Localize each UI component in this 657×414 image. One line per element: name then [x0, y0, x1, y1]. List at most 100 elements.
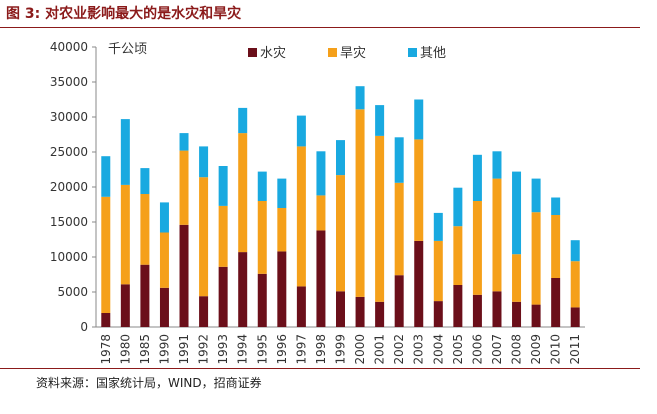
bar-segment [570, 261, 580, 308]
bar-segment [179, 224, 189, 327]
x-tick-label: 1993 [216, 334, 230, 365]
x-tick-label: 2011 [568, 334, 582, 365]
y-tick-label: 10000 [50, 250, 88, 264]
bar-segment [394, 182, 404, 276]
bar-segment [199, 177, 209, 297]
bar-segment [159, 287, 169, 327]
bar-segment [433, 301, 443, 327]
bar-segment [120, 284, 130, 327]
bar-segment [355, 109, 365, 297]
bar-segment [394, 275, 404, 327]
x-tick-label: 1998 [314, 334, 328, 365]
bar-segment [512, 301, 522, 327]
bar-segment [277, 178, 287, 208]
x-tick-label: 2000 [353, 334, 367, 365]
x-tick-label: 1997 [294, 334, 308, 365]
x-tick-label: 1995 [255, 334, 269, 365]
legend-swatch [248, 48, 257, 57]
x-tick-label: 2003 [412, 334, 426, 365]
bar-segment [199, 296, 209, 327]
bar-segment [492, 291, 502, 327]
x-tick-label: 1999 [334, 334, 348, 365]
bar-segment [453, 285, 463, 327]
x-tick-label: 1994 [236, 334, 250, 365]
bar-segment [551, 197, 561, 215]
bar-segment [336, 175, 345, 292]
bar-segment [120, 119, 130, 185]
legend-label: 其他 [420, 46, 446, 61]
source-divider [0, 368, 640, 369]
bar-segment [551, 278, 561, 327]
bar-segment [336, 291, 345, 327]
x-tick-label: 1978 [99, 334, 113, 365]
bar-segment [199, 146, 209, 178]
bar-segment [101, 196, 111, 313]
bar-segment [218, 166, 228, 206]
legend-label: 旱灾 [340, 45, 366, 61]
y-tick-label: 5000 [57, 285, 88, 299]
bar-segment [472, 154, 482, 201]
bar-segment [414, 139, 424, 241]
bar-segment [375, 105, 385, 136]
y-tick-label: 35000 [50, 75, 88, 89]
bar-segment [179, 150, 189, 225]
title-divider [0, 27, 640, 28]
bar-segment [472, 201, 482, 295]
legend-label: 水灾 [260, 45, 286, 61]
bar-segment [531, 178, 541, 213]
bar-segment [296, 146, 306, 287]
bar-segment [179, 133, 189, 151]
bar-segment [394, 137, 404, 183]
y-tick-label: 20000 [50, 180, 88, 194]
bar-segment [375, 135, 385, 302]
y-tick-label: 40000 [50, 40, 88, 54]
legend-swatch [408, 48, 417, 57]
x-tick-label: 2004 [431, 334, 445, 365]
y-tick-label: 0 [80, 320, 88, 334]
x-tick-label: 2009 [529, 334, 543, 365]
bar-segment [336, 140, 345, 176]
x-tick-label: 2006 [470, 334, 484, 365]
bar-segment [218, 205, 228, 267]
x-tick-label: 1980 [118, 334, 132, 365]
bar-segment [414, 99, 424, 140]
y-tick-label: 15000 [50, 215, 88, 229]
bar-segment [101, 313, 111, 327]
bar-segment [433, 212, 443, 241]
source-note: 资料来源：国家统计局，WIND，招商证券 [36, 376, 262, 390]
bar-segment [570, 307, 580, 327]
bar-segment [140, 264, 150, 327]
bar-segment [140, 194, 150, 265]
bar-segment [101, 156, 111, 197]
bar-segment [159, 232, 169, 288]
bar-segment [453, 226, 463, 285]
bar-segment [512, 171, 522, 255]
bar-segment [531, 212, 541, 305]
x-tick-label: 2001 [373, 334, 387, 365]
x-tick-label: 1996 [275, 334, 289, 365]
x-tick-label: 2005 [451, 334, 465, 365]
x-tick-label: 2008 [510, 334, 524, 365]
bar-segment [257, 273, 267, 327]
bar-segment [453, 187, 463, 227]
bar-segment [238, 133, 248, 253]
bar-segment [492, 178, 502, 292]
bar-segment [472, 294, 482, 327]
x-tick-label: 2007 [490, 334, 504, 365]
x-tick-label: 2002 [392, 334, 406, 365]
x-tick-label: 1991 [177, 334, 191, 365]
bar-segment [296, 286, 306, 327]
bar-segment [120, 184, 130, 285]
legend-swatch [328, 48, 337, 57]
bar-segment [551, 215, 561, 278]
bar-segment [355, 296, 365, 327]
x-tick-label: 1992 [197, 334, 211, 365]
y-unit-label: 千公顷 [108, 42, 147, 57]
bar-segment [531, 304, 541, 327]
figure-title: 图 3: 对农业影响最大的是水灾和旱灾 [6, 6, 242, 22]
bar-segment [316, 230, 326, 327]
bar-segment [316, 195, 326, 231]
bar-segment [238, 107, 248, 134]
bar-segment [375, 301, 385, 327]
